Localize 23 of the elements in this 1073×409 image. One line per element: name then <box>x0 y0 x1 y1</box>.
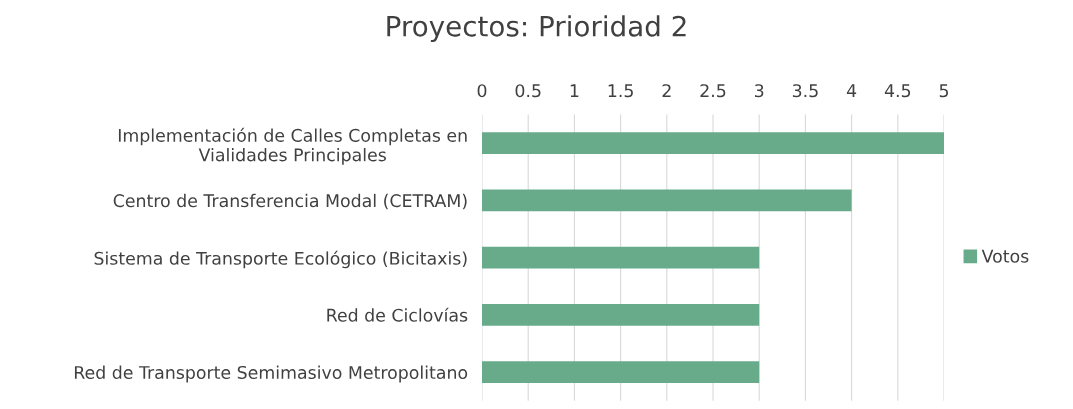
x-tick-label: 4.5 <box>884 84 911 98</box>
chart-title: Proyectos: Prioridad 2 <box>387 15 686 43</box>
legend-label: Votos <box>981 249 1029 263</box>
y-tick-label: Centro de Transferencia Modal (CETRAM) <box>113 193 467 210</box>
x-tick-label: 3 <box>755 84 764 98</box>
bar <box>482 246 760 269</box>
y-tick-label: Sistema de Transporte Ecológico (Bicitaxis) <box>94 250 467 269</box>
x-tick-label: 5 <box>939 84 949 98</box>
x-tick-label: 3.5 <box>792 84 818 98</box>
x-tick-label: 2.5 <box>700 84 726 98</box>
x-tick-label: 0 <box>477 84 487 98</box>
y-tick-label: Red de Transporte Semimasivo Metropolitano <box>74 365 468 383</box>
bar <box>482 361 760 384</box>
x-tick-label: 0.5 <box>515 84 541 98</box>
y-tick-label: Implementación de Calles Completas en Vialidades Principales <box>118 127 467 165</box>
x-tick-label: 1 <box>570 84 579 98</box>
y-tick-label: Red de Ciclovías <box>327 307 468 322</box>
bar <box>482 304 760 326</box>
bar <box>482 189 852 212</box>
x-tick-label: 2 <box>662 84 671 98</box>
bar <box>482 132 944 155</box>
x-tick-label: 1.5 <box>608 84 633 98</box>
x-tick-label: 4 <box>846 84 857 98</box>
